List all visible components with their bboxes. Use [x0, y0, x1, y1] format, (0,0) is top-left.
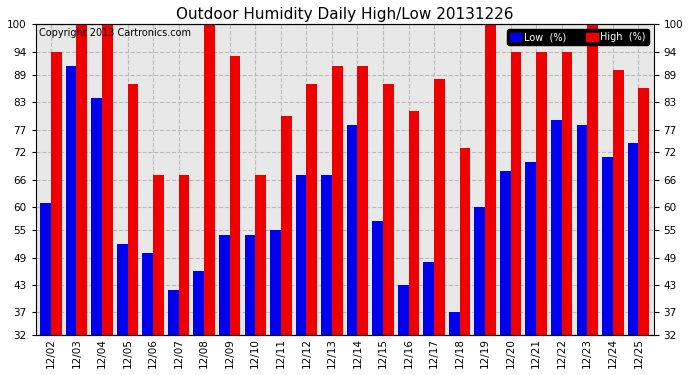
Bar: [511, 52, 522, 375]
Bar: [306, 84, 317, 375]
Bar: [434, 80, 445, 375]
Bar: [628, 143, 638, 375]
Bar: [332, 66, 343, 375]
Bar: [460, 148, 471, 375]
Bar: [77, 24, 87, 375]
Bar: [270, 230, 281, 375]
Title: Outdoor Humidity Daily High/Low 20131226: Outdoor Humidity Daily High/Low 20131226: [176, 7, 513, 22]
Bar: [91, 98, 102, 375]
Bar: [383, 84, 394, 375]
Bar: [117, 244, 128, 375]
Bar: [281, 116, 292, 375]
Bar: [562, 52, 573, 375]
Bar: [168, 290, 179, 375]
Bar: [551, 120, 562, 375]
Bar: [244, 235, 255, 375]
Bar: [526, 162, 536, 375]
Bar: [179, 176, 189, 375]
Bar: [475, 207, 485, 375]
Bar: [193, 271, 204, 375]
Bar: [102, 24, 112, 375]
Bar: [408, 111, 420, 375]
Bar: [424, 262, 434, 375]
Bar: [602, 157, 613, 375]
Bar: [128, 84, 138, 375]
Bar: [295, 176, 306, 375]
Bar: [230, 57, 240, 375]
Bar: [449, 312, 460, 375]
Bar: [346, 125, 357, 375]
Bar: [142, 253, 153, 375]
Bar: [372, 221, 383, 375]
Bar: [613, 70, 624, 375]
Bar: [485, 24, 496, 375]
Text: Copyright 2013 Cartronics.com: Copyright 2013 Cartronics.com: [39, 28, 190, 38]
Bar: [500, 171, 511, 375]
Bar: [40, 203, 51, 375]
Bar: [321, 176, 332, 375]
Bar: [587, 24, 598, 375]
Bar: [204, 24, 215, 375]
Bar: [153, 176, 164, 375]
Bar: [536, 52, 547, 375]
Bar: [219, 235, 230, 375]
Legend: Low  (%), High  (%): Low (%), High (%): [506, 29, 649, 45]
Bar: [577, 125, 587, 375]
Bar: [51, 52, 61, 375]
Bar: [255, 176, 266, 375]
Bar: [357, 66, 368, 375]
Bar: [66, 66, 77, 375]
Bar: [397, 285, 408, 375]
Bar: [638, 88, 649, 375]
